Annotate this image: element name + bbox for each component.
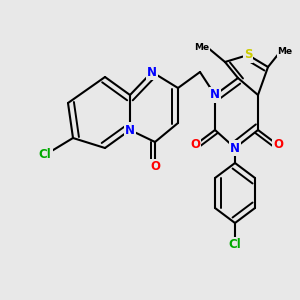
- Text: Me: Me: [194, 43, 210, 52]
- Text: N: N: [210, 88, 220, 101]
- Text: O: O: [190, 139, 200, 152]
- Text: Me: Me: [278, 47, 292, 56]
- Text: S: S: [244, 49, 252, 62]
- Text: N: N: [147, 65, 157, 79]
- Text: N: N: [125, 124, 135, 136]
- Text: O: O: [150, 160, 160, 173]
- Text: N: N: [230, 142, 240, 154]
- Text: Cl: Cl: [229, 238, 242, 251]
- Text: Cl: Cl: [39, 148, 51, 161]
- Text: O: O: [273, 139, 283, 152]
